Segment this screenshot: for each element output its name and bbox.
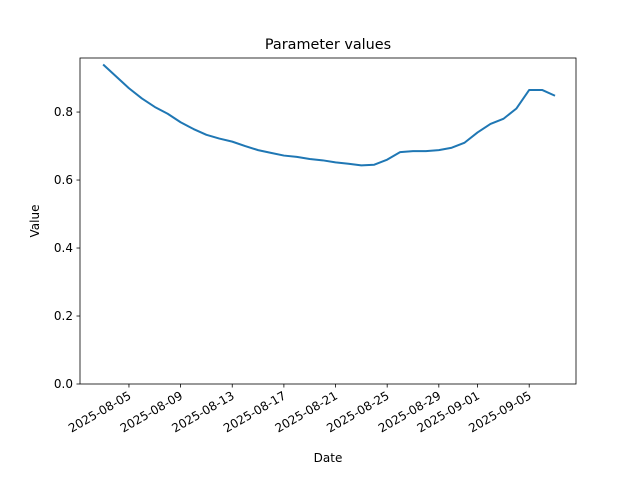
y-tick-label: 0.6 [54, 173, 73, 187]
y-tick-label: 0.0 [54, 377, 73, 391]
y-tick-label: 0.4 [54, 241, 73, 255]
y-tick-label: 0.2 [54, 309, 73, 323]
chart-title: Parameter values [265, 37, 391, 53]
data-line [102, 63, 556, 167]
y-axis-label: Value [28, 205, 42, 238]
plot-frame [79, 57, 577, 385]
y-tick-label: 0.8 [54, 105, 73, 119]
x-axis-label: Date [314, 451, 343, 465]
